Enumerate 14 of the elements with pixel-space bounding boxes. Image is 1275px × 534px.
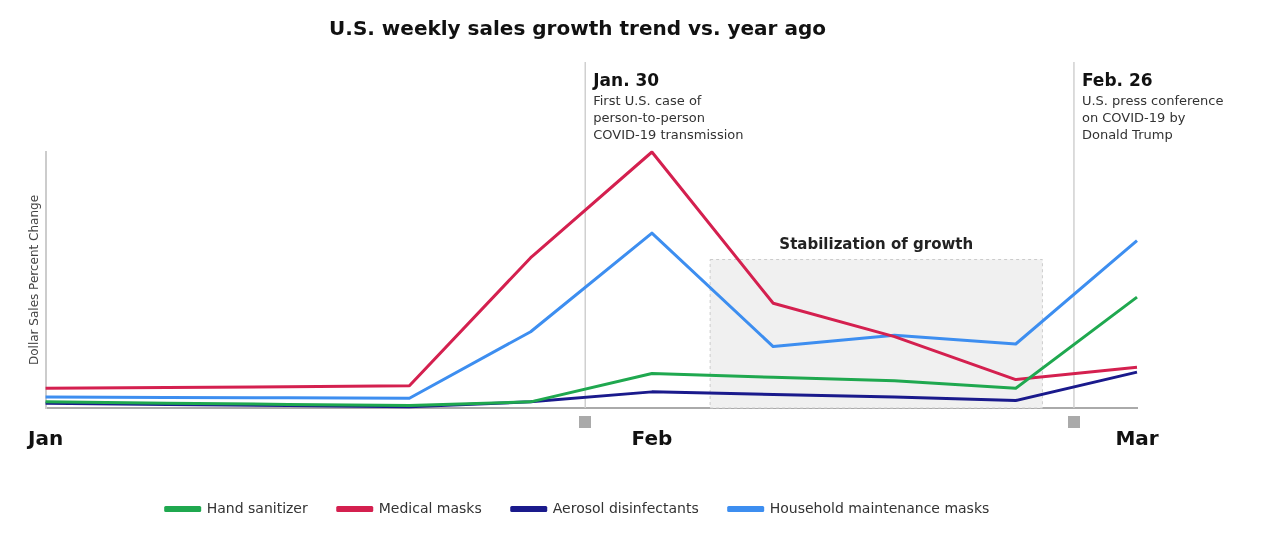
text: U.S. press conference on COVID-19 by Donald Trump [1081, 93, 1224, 143]
y-axis-title: Dollar Sales Percent Change [26, 194, 41, 366]
legend-label: Medical masks [378, 499, 482, 516]
x-tick-label: Mar [1115, 426, 1159, 451]
legend-label: Aerosol disinfectants [552, 499, 699, 516]
annotation: Stabilization of growth [779, 235, 974, 254]
text: Feb. 26 [1081, 70, 1153, 91]
x-tick-label: Feb [631, 426, 673, 451]
legend-label: Household maintenance masks [769, 499, 990, 516]
text: First U.S. case of person-to-person COVID-19 transmission [593, 93, 744, 143]
text: Jan. 30 [592, 70, 660, 91]
chart-title: U.S. weekly sales growth trend vs. year ago [329, 16, 826, 41]
legend-label: Hand sanitizer [206, 499, 308, 516]
x-tick-label: Jan [25, 426, 64, 451]
